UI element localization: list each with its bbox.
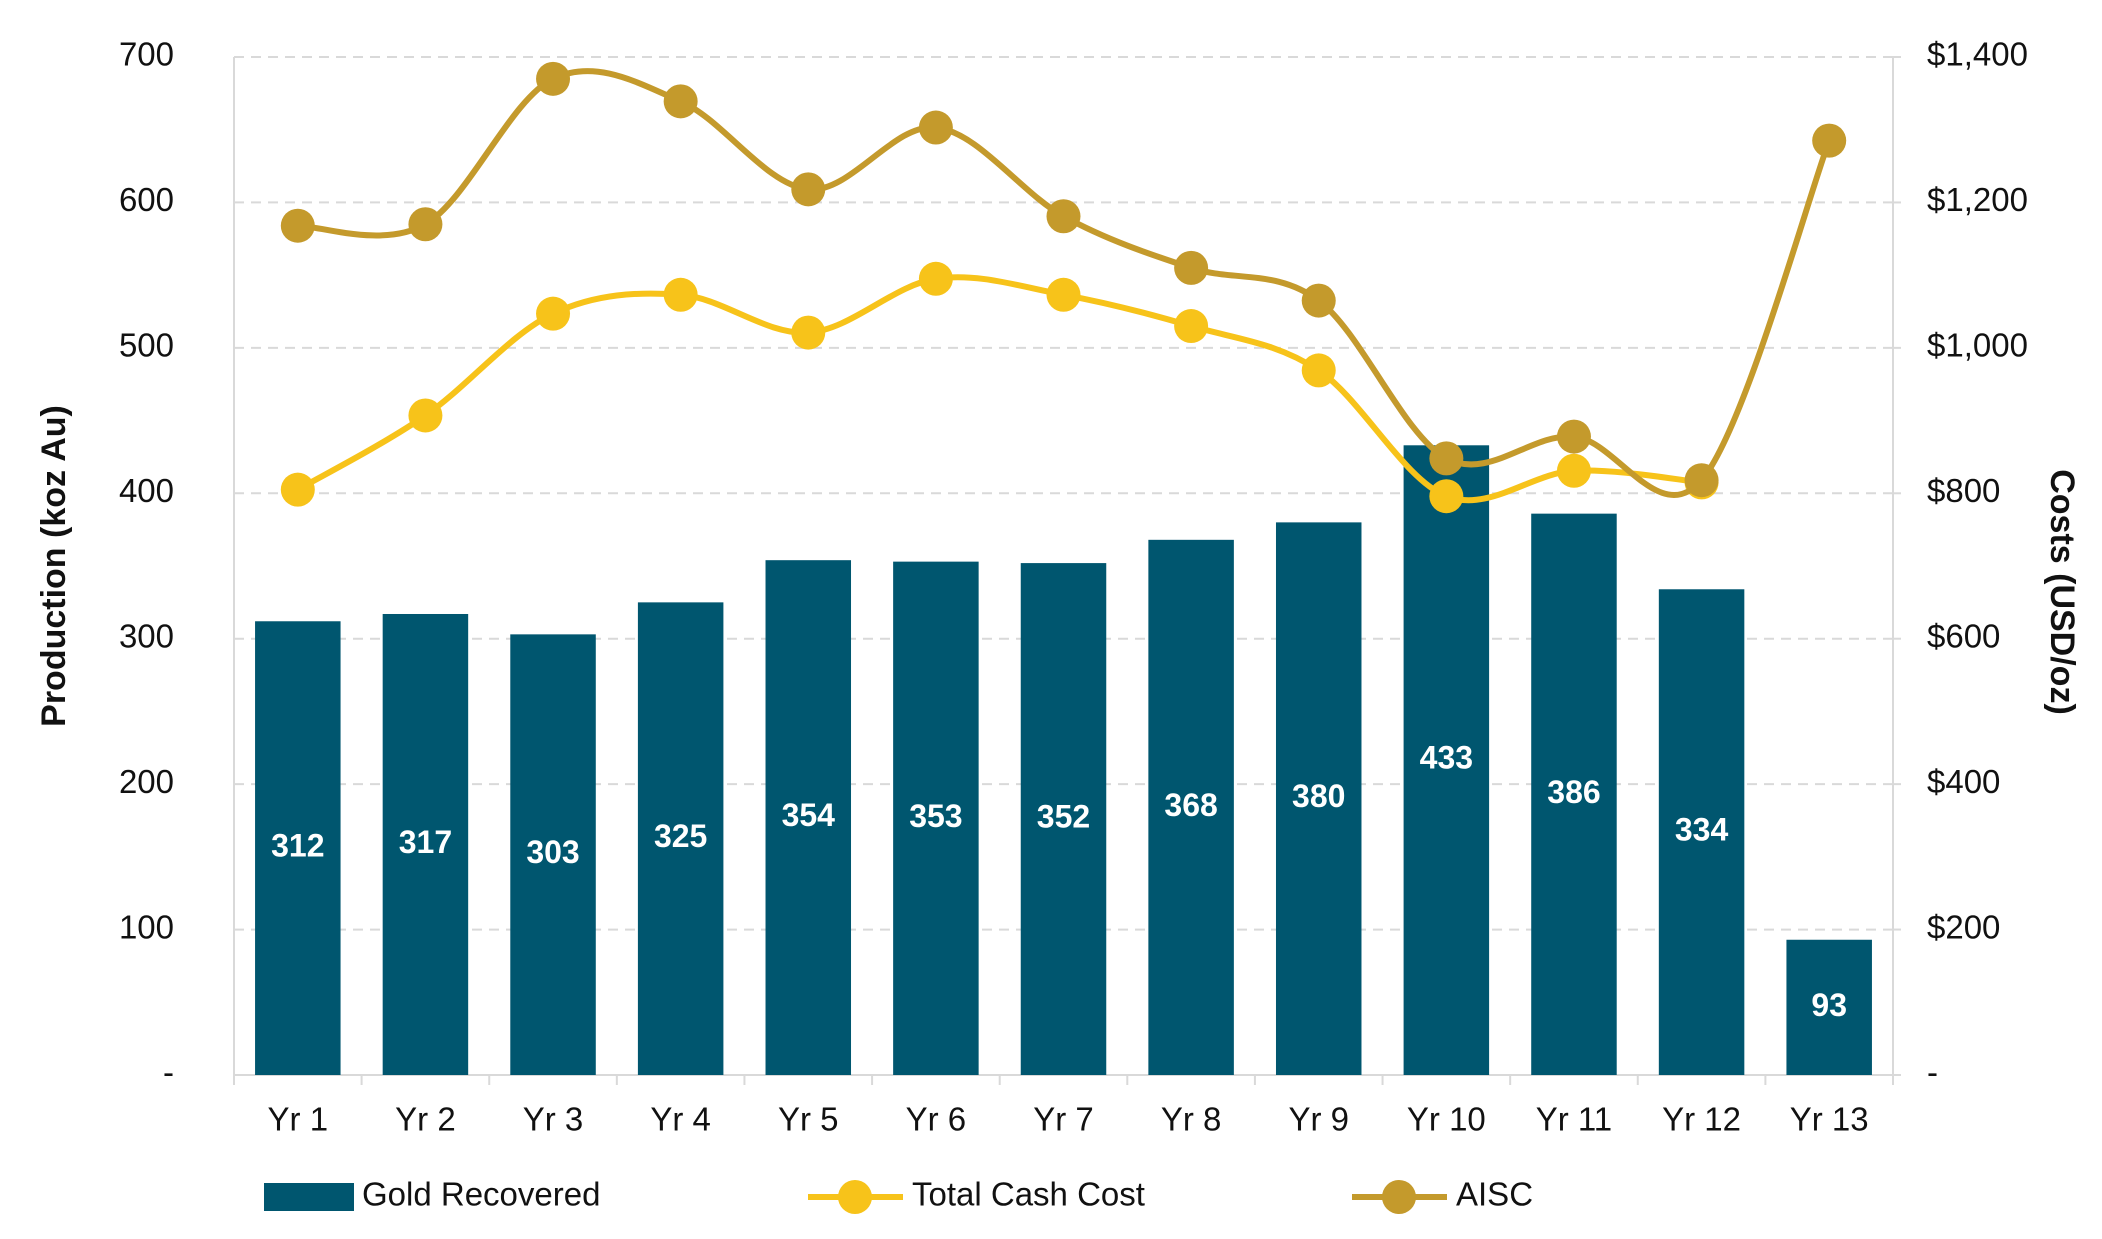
y-tick-label: 700 xyxy=(119,36,174,73)
bar-label: 312 xyxy=(271,828,324,864)
bar-label: 380 xyxy=(1292,778,1345,814)
x-tick-label: Yr 2 xyxy=(395,1101,456,1138)
marker xyxy=(1556,419,1591,454)
legend-swatch xyxy=(264,1183,354,1211)
x-tick-label: Yr 5 xyxy=(778,1101,839,1138)
x-tick-label: Yr 3 xyxy=(523,1101,584,1138)
marker xyxy=(1174,250,1209,285)
bar-label: 386 xyxy=(1547,774,1600,810)
x-tick-label: Yr 9 xyxy=(1288,1101,1349,1138)
bar xyxy=(382,613,469,1075)
y2-tick-label: $600 xyxy=(1927,617,2000,654)
legend-marker xyxy=(1382,1180,1416,1214)
bar-label: 325 xyxy=(654,818,707,854)
bar xyxy=(1786,939,1872,1075)
marker xyxy=(1046,277,1081,312)
y2-axis-title: Costs (USD/oz) xyxy=(2043,469,2081,715)
marker xyxy=(408,207,443,242)
x-tick-label: Yr 1 xyxy=(268,1101,329,1138)
y-tick-label: 500 xyxy=(119,327,174,364)
y-tick-label: 600 xyxy=(119,181,174,218)
marker xyxy=(1046,199,1081,234)
x-tick-label: Yr 4 xyxy=(650,1101,711,1138)
bar-label: 317 xyxy=(399,824,452,860)
legend-label: Gold Recovered xyxy=(362,1176,600,1213)
y-axis-title: Production (koz Au) xyxy=(35,405,73,727)
legend-label: Total Cash Cost xyxy=(912,1176,1145,1213)
x-tick-label: Yr 6 xyxy=(906,1101,967,1138)
bar-label: 334 xyxy=(1675,812,1729,848)
marker xyxy=(791,315,826,350)
x-tick-label: Yr 13 xyxy=(1790,1101,1869,1138)
y-tick-label: 200 xyxy=(119,763,174,800)
bar-label: 93 xyxy=(1811,987,1847,1023)
bar-label: 354 xyxy=(782,797,836,833)
bar xyxy=(255,621,341,1075)
bar xyxy=(1403,445,1490,1075)
marker xyxy=(408,398,443,433)
bar xyxy=(1148,539,1234,1075)
bar xyxy=(893,561,979,1075)
marker xyxy=(280,208,315,243)
marker xyxy=(1429,479,1464,514)
y-tick-label: 100 xyxy=(119,908,174,945)
x-tick-label: Yr 10 xyxy=(1407,1101,1486,1138)
bar xyxy=(510,634,596,1075)
y2-tick-label: $400 xyxy=(1927,763,2000,800)
bar xyxy=(765,560,852,1075)
legend-label: AISC xyxy=(1456,1176,1533,1213)
marker xyxy=(663,84,698,119)
bar-label: 352 xyxy=(1037,798,1090,834)
marker xyxy=(1174,309,1209,344)
y2-tick-label: $200 xyxy=(1927,908,2000,945)
marker xyxy=(791,172,826,207)
x-tick-label: Yr 7 xyxy=(1033,1101,1094,1138)
marker xyxy=(1556,453,1591,488)
y2-tick-label: $1,000 xyxy=(1927,327,2028,364)
marker xyxy=(1812,123,1847,158)
bar xyxy=(1658,589,1745,1075)
legend-marker xyxy=(838,1180,872,1214)
marker xyxy=(663,277,698,312)
marker xyxy=(918,110,953,145)
bar xyxy=(1531,513,1617,1075)
y2-tick-label: $1,400 xyxy=(1927,36,2028,73)
x-tick-label: Yr 12 xyxy=(1662,1101,1741,1138)
bar-label: 368 xyxy=(1164,787,1217,823)
bar xyxy=(637,602,724,1075)
y-tick-label: - xyxy=(163,1054,174,1091)
y2-tick-label: $800 xyxy=(1927,472,2000,509)
marker xyxy=(918,261,953,296)
bar xyxy=(1275,522,1362,1075)
marker xyxy=(536,296,571,331)
line xyxy=(296,274,1702,504)
y-tick-label: 300 xyxy=(119,617,174,654)
bar-label: 303 xyxy=(526,834,579,870)
marker xyxy=(1684,463,1719,498)
marker xyxy=(1429,441,1464,476)
marker xyxy=(536,61,571,96)
y-tick-label: 400 xyxy=(119,472,174,509)
marker xyxy=(1301,353,1336,388)
y2-tick-label: - xyxy=(1927,1054,1938,1091)
bar-label: 433 xyxy=(1420,740,1473,776)
marker xyxy=(1301,283,1336,318)
bar-label: 353 xyxy=(909,798,962,834)
x-tick-label: Yr 8 xyxy=(1161,1101,1222,1138)
y2-tick-label: $1,200 xyxy=(1927,181,2028,218)
bar xyxy=(1020,563,1107,1075)
x-tick-label: Yr 11 xyxy=(1536,1101,1612,1138)
marker xyxy=(280,472,315,507)
